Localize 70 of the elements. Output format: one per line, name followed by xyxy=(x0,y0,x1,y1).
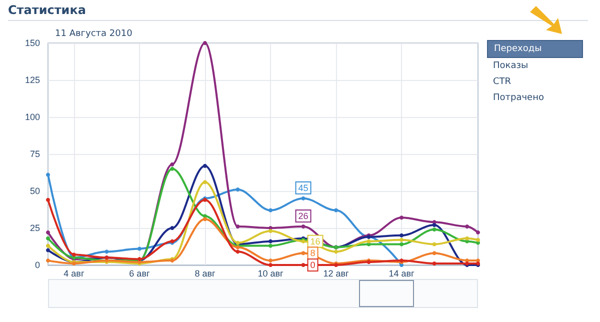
point xyxy=(400,216,404,220)
y-tick-label: 0 xyxy=(34,260,40,270)
data-label: 45 xyxy=(298,182,308,193)
point xyxy=(46,230,50,234)
y-tick-label: 150 xyxy=(24,38,40,48)
point xyxy=(202,41,207,45)
point xyxy=(366,239,371,244)
point xyxy=(46,172,50,177)
point xyxy=(400,242,404,246)
point xyxy=(202,164,207,168)
point xyxy=(432,242,436,246)
point xyxy=(268,208,273,212)
point xyxy=(476,230,480,234)
y-tick-label: 75 xyxy=(30,149,40,159)
x-tick-label: 8 авг xyxy=(194,268,216,278)
point xyxy=(432,227,436,232)
point xyxy=(334,250,338,254)
point xyxy=(268,244,273,248)
point xyxy=(202,217,207,222)
point xyxy=(268,228,273,233)
chart-subtitle: 11 Августа 2010 xyxy=(55,29,132,39)
point xyxy=(46,258,50,263)
point xyxy=(170,166,174,171)
point xyxy=(72,252,76,257)
point xyxy=(137,246,142,251)
point xyxy=(301,251,306,256)
x-tick-label: 12 авг xyxy=(323,268,350,278)
point xyxy=(301,196,306,200)
text: Показы xyxy=(492,60,530,73)
point xyxy=(46,236,50,240)
point xyxy=(236,188,240,192)
point xyxy=(104,250,109,254)
point xyxy=(236,224,240,229)
point xyxy=(170,226,174,230)
point xyxy=(400,238,404,242)
x-tick-label: 14 авг xyxy=(388,268,416,278)
text: Переходы xyxy=(487,40,583,58)
point xyxy=(46,248,50,252)
data-label: 26 xyxy=(298,211,308,222)
point xyxy=(301,224,306,229)
data-label: 0 xyxy=(310,260,316,270)
point xyxy=(301,263,306,267)
x-tick-label: 6 авг xyxy=(129,268,150,278)
y-tick-label: 50 xyxy=(30,186,40,196)
data-label: 8 xyxy=(310,248,316,258)
point xyxy=(400,233,404,238)
x-tick-label: 10 авг xyxy=(258,268,284,278)
point xyxy=(465,224,470,229)
point xyxy=(170,162,174,166)
y-tick-label: 100 xyxy=(24,112,40,122)
point xyxy=(268,263,273,267)
point xyxy=(465,236,470,240)
point xyxy=(334,208,338,212)
text: CTR xyxy=(492,76,512,89)
point xyxy=(268,258,273,263)
point xyxy=(46,244,50,248)
text: Потрачено xyxy=(492,92,545,105)
point xyxy=(432,223,436,228)
point xyxy=(236,250,240,254)
point xyxy=(476,238,480,242)
y-tick-label: 125 xyxy=(24,75,40,85)
point xyxy=(432,262,436,266)
point xyxy=(268,239,273,244)
chart-title: Статистика xyxy=(8,3,86,17)
point xyxy=(46,198,50,202)
y-tick-label: 25 xyxy=(30,223,40,233)
point xyxy=(202,180,207,184)
point xyxy=(432,251,436,256)
data-label: 16 xyxy=(310,236,320,246)
x-tick-label: 4 авг xyxy=(64,268,85,278)
